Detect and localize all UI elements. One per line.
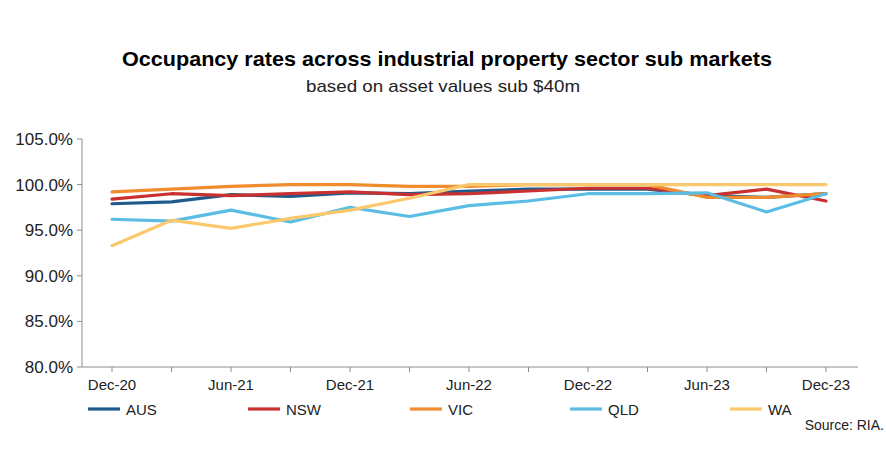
x-tick-label: Dec-21: [326, 376, 374, 393]
legend-label: WA: [768, 401, 792, 418]
source: Source: RIA.: [805, 417, 884, 433]
series-line: [112, 193, 826, 222]
y-tick-label: 105.0%: [15, 130, 73, 149]
x-tick: [766, 367, 767, 372]
y-tick-label: 90.0%: [25, 267, 73, 286]
legend-label: AUS: [126, 401, 157, 418]
y-axis: [82, 139, 83, 367]
x-tick: [290, 367, 291, 372]
x-tick-label: Dec-23: [802, 376, 850, 393]
x-tick: [409, 367, 410, 372]
x-tick: [231, 367, 232, 372]
x-tick: [826, 367, 827, 372]
legend-label: NSW: [286, 401, 322, 418]
x-tick-label: Jun-21: [208, 376, 254, 393]
chart: Occupancy rates across industrial proper…: [0, 0, 886, 463]
y-tick-label: 80.0%: [25, 358, 73, 377]
x-axis: [82, 367, 858, 368]
background: [0, 0, 886, 463]
title: Occupancy rates across industrial proper…: [122, 47, 772, 70]
legend-swatch: [730, 407, 762, 410]
x-tick-label: Dec-22: [564, 376, 612, 393]
y-tick: [77, 321, 82, 322]
legend-swatch: [570, 407, 602, 410]
x-tick: [469, 367, 470, 372]
x-tick: [528, 367, 529, 372]
legend-swatch: [410, 407, 442, 410]
y-tick-label: 95.0%: [25, 221, 73, 240]
y-tick: [77, 275, 82, 276]
x-tick-label: Jun-23: [684, 376, 730, 393]
x-tick: [171, 367, 172, 372]
series-line: [112, 188, 826, 201]
x-tick-label: Jun-22: [446, 376, 492, 393]
y-tick: [77, 139, 82, 140]
x-tick: [350, 367, 351, 372]
legend-swatch: [248, 407, 280, 410]
subtitle: based on asset values sub $40m: [306, 77, 580, 96]
y-tick: [77, 184, 82, 185]
y-tick-label: 100.0%: [15, 176, 73, 195]
x-tick: [112, 367, 113, 372]
series-line: [112, 185, 826, 246]
x-tick-label: Dec-20: [88, 376, 136, 393]
y-tick: [77, 230, 82, 231]
y-tick-label: 85.0%: [25, 312, 73, 331]
legend-swatch: [88, 407, 120, 410]
y-tick: [77, 367, 82, 368]
x-tick: [647, 367, 648, 372]
legend-label: VIC: [448, 401, 473, 418]
x-tick: [588, 367, 589, 372]
legend-label: QLD: [608, 401, 639, 418]
x-tick: [707, 367, 708, 372]
plot-area: [112, 185, 826, 246]
